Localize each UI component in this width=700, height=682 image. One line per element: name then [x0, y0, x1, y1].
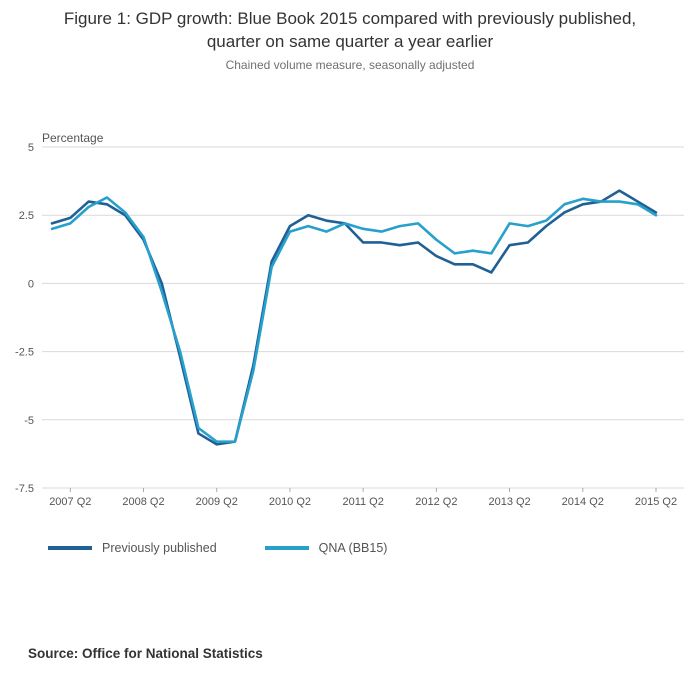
source-text: Source: Office for National Statistics	[28, 646, 263, 661]
chart-title-line1: Figure 1: GDP growth: Blue Book 2015 com…	[63, 9, 637, 28]
legend-label-qna-bb15: QNA (BB15)	[318, 541, 388, 555]
svg-text:0: 0	[28, 278, 34, 290]
svg-text:-2.5: -2.5	[15, 347, 34, 359]
svg-text:2012 Q2: 2012 Q2	[415, 496, 457, 508]
legend-swatch-previously-published	[48, 546, 92, 550]
svg-text:2.5: 2.5	[19, 210, 34, 222]
legend-swatch-qna-bb15	[264, 546, 309, 550]
legend-item-qna-bb15: QNA (BB15)	[264, 541, 388, 555]
svg-text:2007 Q2: 2007 Q2	[49, 496, 91, 508]
svg-text:5: 5	[28, 142, 34, 154]
svg-text:2013 Q2: 2013 Q2	[488, 496, 530, 508]
chart-subtitle: Chained volume measure, seasonally adjus…	[225, 58, 475, 72]
svg-text:2010 Q2: 2010 Q2	[269, 496, 311, 508]
svg-text:-5: -5	[24, 415, 34, 427]
svg-text:2009 Q2: 2009 Q2	[196, 496, 238, 508]
chart-title: Figure 1: GDP growth: Blue Book 2015 com…	[30, 8, 670, 54]
svg-text:2011 Q2: 2011 Q2	[342, 496, 383, 508]
svg-text:Percentage: Percentage	[42, 131, 104, 145]
legend-item-previously-published: Previously published	[48, 541, 217, 555]
svg-text:-7.5: -7.5	[15, 483, 34, 495]
chart-canvas: 5 2.5 0 -2.5 -5 -7.5 Percentage 2007 Q2 2008 Q2 2…	[15, 131, 684, 508]
svg-text:2014 Q2: 2014 Q2	[562, 496, 604, 508]
chart-legend: Previously published QNA (BB15)	[48, 541, 387, 555]
gdp-growth-chart: 5 2.5 0 -2.5 -5 -7.5 Percentage 2007 Q2 2008 Q2 2…	[0, 130, 700, 520]
legend-label-previously-published: Previously published	[102, 541, 217, 555]
chart-title-line2: quarter on same quarter a year earlier	[206, 31, 494, 51]
svg-text:2008 Q2: 2008 Q2	[122, 496, 164, 508]
svg-text:2015 Q2: 2015 Q2	[635, 496, 677, 508]
